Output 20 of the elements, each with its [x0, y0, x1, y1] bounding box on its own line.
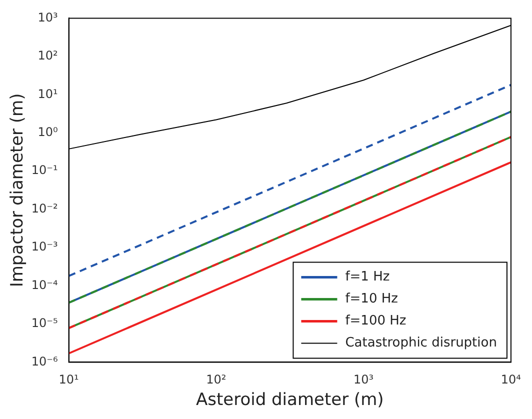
y-tick-label: 10²: [38, 48, 58, 63]
y-tick-label: 10⁻⁶: [31, 354, 58, 368]
y-tick-label: 10⁻²: [31, 201, 58, 216]
y-tick-label: 10⁻⁵: [31, 316, 58, 330]
y-tick-label: 10⁻³: [31, 240, 58, 254]
x-tick-label: 10¹: [58, 372, 80, 387]
legend-label: Catastrophic disruption: [345, 336, 497, 351]
y-tick-label: 10⁻¹: [31, 163, 58, 178]
y-tick-label: 10⁰: [38, 124, 58, 139]
legend-label: f=1 Hz: [345, 270, 390, 285]
x-tick-label: 10⁴: [500, 372, 522, 387]
y-axis-title: Impactor diameter (m): [8, 93, 28, 288]
legend-label: f=100 Hz: [345, 314, 406, 329]
y-tick-label: 10¹: [38, 86, 58, 101]
x-tick-label: 10²: [206, 372, 226, 387]
x-tick-label: 10³: [354, 372, 374, 387]
legend-label: f=10 Hz: [345, 292, 398, 307]
x-axis-title: Asteroid diameter (m): [196, 390, 384, 410]
y-tick-label: 10³: [38, 10, 58, 24]
y-tick-label: 10⁻⁴: [31, 278, 58, 292]
